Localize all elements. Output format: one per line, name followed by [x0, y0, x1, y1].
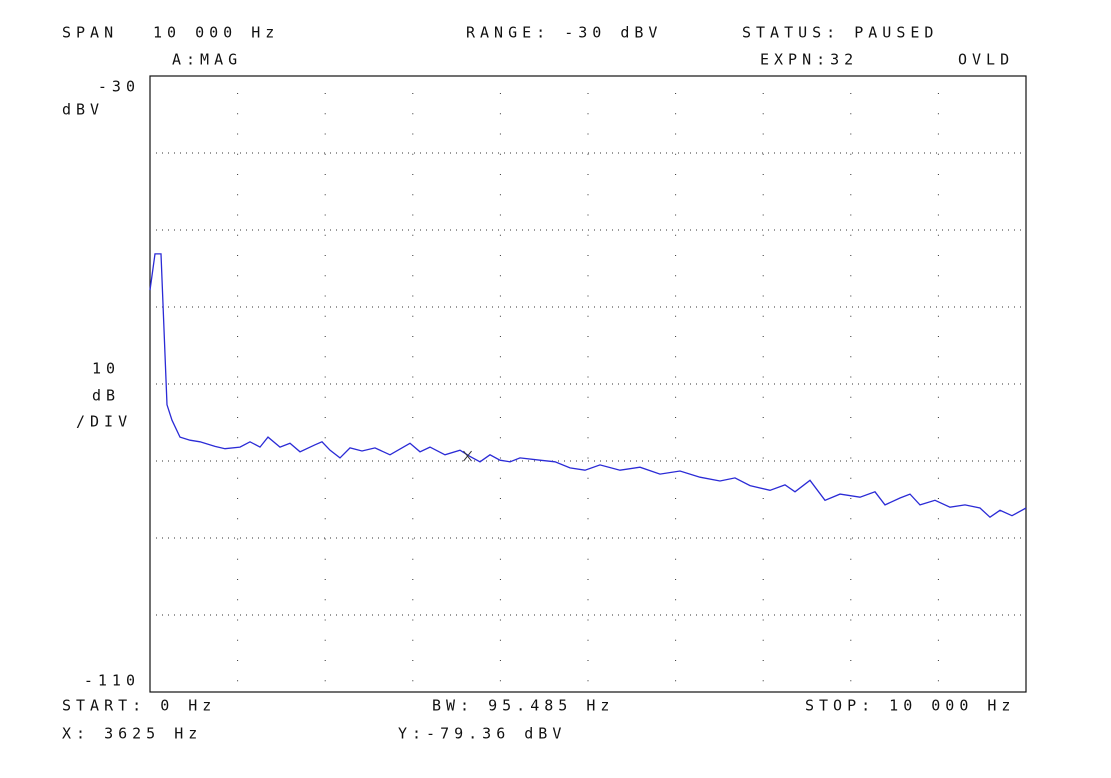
plot-frame	[149, 75, 1027, 693]
y-unit: dBV	[62, 101, 104, 119]
span-label: SPAN	[62, 24, 118, 42]
y-tick-label: -110	[84, 672, 140, 690]
span: 10 000 Hz	[153, 24, 279, 42]
status: STATUS: PAUSED	[742, 24, 938, 42]
range: RANGE: -30 dBV	[466, 24, 662, 42]
expansion: EXPN:32	[760, 51, 858, 69]
start: START: 0 Hz	[62, 697, 216, 715]
trace	[149, 253, 1027, 519]
y-scale: dB	[92, 387, 120, 405]
stop: STOP: 10 000 Hz	[805, 697, 1015, 715]
marker	[463, 450, 472, 462]
y-scale: /DIV	[76, 413, 132, 431]
marker-y-readout: Y:-79.36 dBV	[398, 725, 566, 743]
bandwidth: BW: 95.485 Hz	[432, 697, 614, 715]
y-scale: 10	[92, 360, 120, 378]
y-tick-label: -30	[98, 78, 140, 96]
marker-x-readout: X: 3625 Hz	[62, 725, 202, 743]
overload: OVLD	[958, 51, 1014, 69]
trace-mode: A:MAG	[172, 51, 242, 69]
